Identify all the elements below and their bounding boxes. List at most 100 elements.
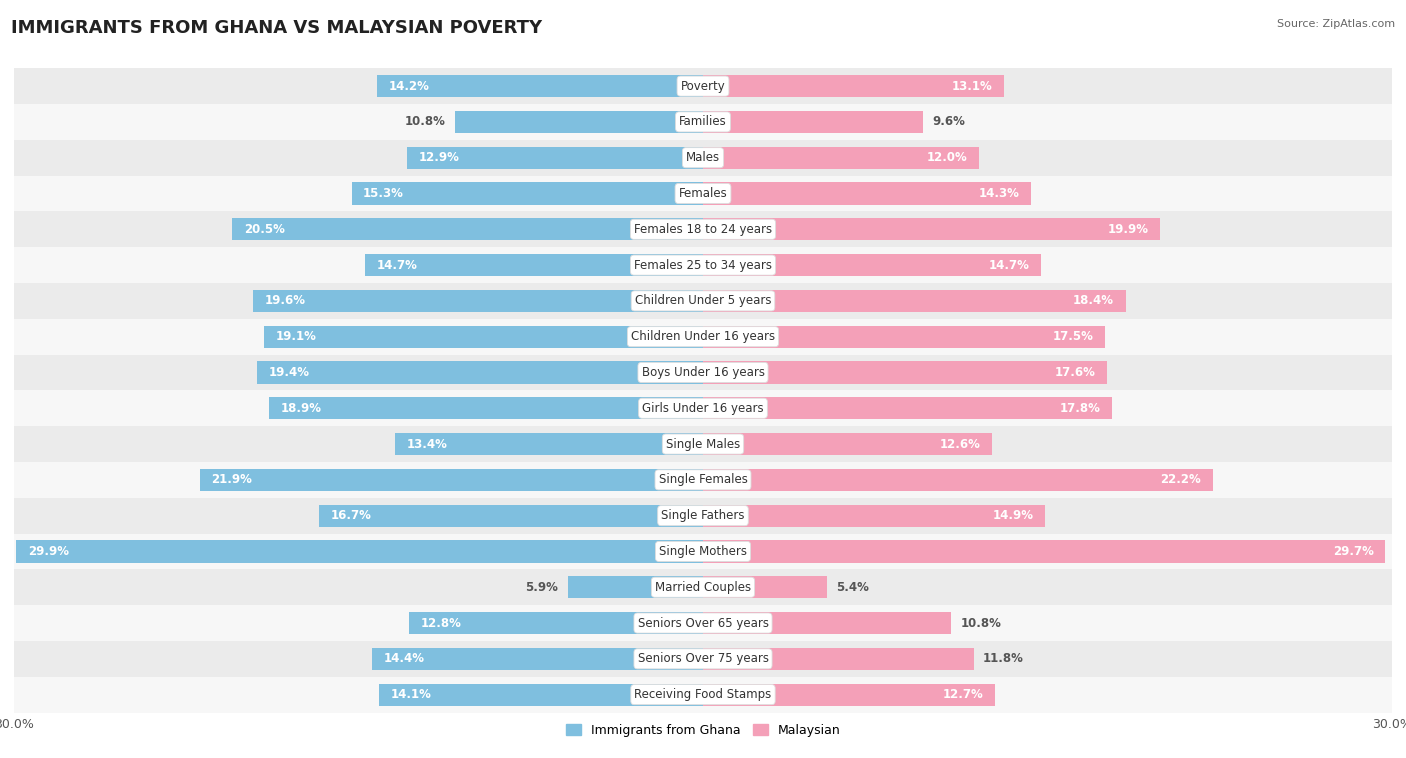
Bar xyxy=(703,362,1107,384)
Bar xyxy=(14,355,1392,390)
Text: 14.7%: 14.7% xyxy=(377,258,418,271)
Text: 13.4%: 13.4% xyxy=(406,437,447,450)
Text: 16.7%: 16.7% xyxy=(330,509,371,522)
Text: 5.9%: 5.9% xyxy=(526,581,558,594)
Text: 11.8%: 11.8% xyxy=(983,653,1024,666)
Bar xyxy=(269,397,703,419)
Bar xyxy=(373,648,703,670)
Text: 20.5%: 20.5% xyxy=(243,223,284,236)
Bar xyxy=(703,433,993,455)
Text: 17.8%: 17.8% xyxy=(1059,402,1101,415)
Text: 12.7%: 12.7% xyxy=(942,688,983,701)
Text: Boys Under 16 years: Boys Under 16 years xyxy=(641,366,765,379)
Text: Girls Under 16 years: Girls Under 16 years xyxy=(643,402,763,415)
Bar xyxy=(14,534,1392,569)
Text: 14.3%: 14.3% xyxy=(979,187,1019,200)
Text: 19.1%: 19.1% xyxy=(276,330,316,343)
Bar xyxy=(14,319,1392,355)
Bar xyxy=(703,146,979,169)
Text: 10.8%: 10.8% xyxy=(960,616,1001,630)
Bar xyxy=(703,612,950,634)
Text: Females 18 to 24 years: Females 18 to 24 years xyxy=(634,223,772,236)
Bar xyxy=(14,462,1392,498)
Bar xyxy=(14,68,1392,104)
Text: Seniors Over 65 years: Seniors Over 65 years xyxy=(637,616,769,630)
Text: Children Under 16 years: Children Under 16 years xyxy=(631,330,775,343)
Bar xyxy=(14,104,1392,139)
Text: 19.9%: 19.9% xyxy=(1108,223,1149,236)
Bar xyxy=(14,139,1392,176)
Text: 29.9%: 29.9% xyxy=(28,545,69,558)
Bar xyxy=(380,684,703,706)
Bar xyxy=(14,247,1392,283)
Bar xyxy=(703,468,1213,491)
Text: Children Under 5 years: Children Under 5 years xyxy=(634,294,772,308)
Text: 17.5%: 17.5% xyxy=(1053,330,1094,343)
Bar xyxy=(703,111,924,133)
Text: Single Mothers: Single Mothers xyxy=(659,545,747,558)
Text: Single Fathers: Single Fathers xyxy=(661,509,745,522)
Text: 19.6%: 19.6% xyxy=(264,294,305,308)
Bar xyxy=(319,505,703,527)
Text: Source: ZipAtlas.com: Source: ZipAtlas.com xyxy=(1277,19,1395,29)
Bar xyxy=(703,540,1385,562)
Bar xyxy=(14,283,1392,319)
Text: 22.2%: 22.2% xyxy=(1160,473,1201,487)
Bar xyxy=(703,218,1160,240)
Bar xyxy=(14,211,1392,247)
Bar xyxy=(377,75,703,97)
Bar xyxy=(406,146,703,169)
Text: 18.9%: 18.9% xyxy=(280,402,322,415)
Text: 21.9%: 21.9% xyxy=(211,473,253,487)
Bar xyxy=(703,326,1105,348)
Bar xyxy=(14,426,1392,462)
Bar xyxy=(703,183,1032,205)
Text: 12.9%: 12.9% xyxy=(418,151,460,164)
Text: 14.1%: 14.1% xyxy=(391,688,432,701)
Text: Families: Families xyxy=(679,115,727,128)
Bar xyxy=(703,75,1004,97)
Text: Married Couples: Married Couples xyxy=(655,581,751,594)
Text: 14.9%: 14.9% xyxy=(993,509,1033,522)
Bar xyxy=(253,290,703,312)
Bar xyxy=(14,498,1392,534)
Bar xyxy=(366,254,703,276)
Bar xyxy=(14,677,1392,713)
Text: 13.1%: 13.1% xyxy=(952,80,993,92)
Text: Females 25 to 34 years: Females 25 to 34 years xyxy=(634,258,772,271)
Bar xyxy=(395,433,703,455)
Bar xyxy=(703,576,827,598)
Text: 14.2%: 14.2% xyxy=(388,80,429,92)
Bar xyxy=(257,362,703,384)
Text: Receiving Food Stamps: Receiving Food Stamps xyxy=(634,688,772,701)
Bar xyxy=(14,641,1392,677)
Text: 10.8%: 10.8% xyxy=(405,115,446,128)
Bar xyxy=(409,612,703,634)
Legend: Immigrants from Ghana, Malaysian: Immigrants from Ghana, Malaysian xyxy=(561,719,845,742)
Text: Seniors Over 75 years: Seniors Over 75 years xyxy=(637,653,769,666)
Bar xyxy=(456,111,703,133)
Text: 14.4%: 14.4% xyxy=(384,653,425,666)
Bar xyxy=(17,540,703,562)
Bar xyxy=(14,569,1392,605)
Bar xyxy=(264,326,703,348)
Bar xyxy=(14,176,1392,211)
Bar xyxy=(703,254,1040,276)
Bar xyxy=(14,390,1392,426)
Text: 17.6%: 17.6% xyxy=(1054,366,1095,379)
Text: 5.4%: 5.4% xyxy=(837,581,869,594)
Bar xyxy=(200,468,703,491)
Bar xyxy=(14,605,1392,641)
Text: 14.7%: 14.7% xyxy=(988,258,1029,271)
Text: IMMIGRANTS FROM GHANA VS MALAYSIAN POVERTY: IMMIGRANTS FROM GHANA VS MALAYSIAN POVER… xyxy=(11,19,543,37)
Bar xyxy=(232,218,703,240)
Text: 15.3%: 15.3% xyxy=(363,187,404,200)
Bar xyxy=(703,290,1126,312)
Text: Females: Females xyxy=(679,187,727,200)
Bar xyxy=(352,183,703,205)
Text: 18.4%: 18.4% xyxy=(1073,294,1114,308)
Bar xyxy=(703,648,974,670)
Bar xyxy=(568,576,703,598)
Bar xyxy=(703,684,994,706)
Text: 29.7%: 29.7% xyxy=(1333,545,1374,558)
